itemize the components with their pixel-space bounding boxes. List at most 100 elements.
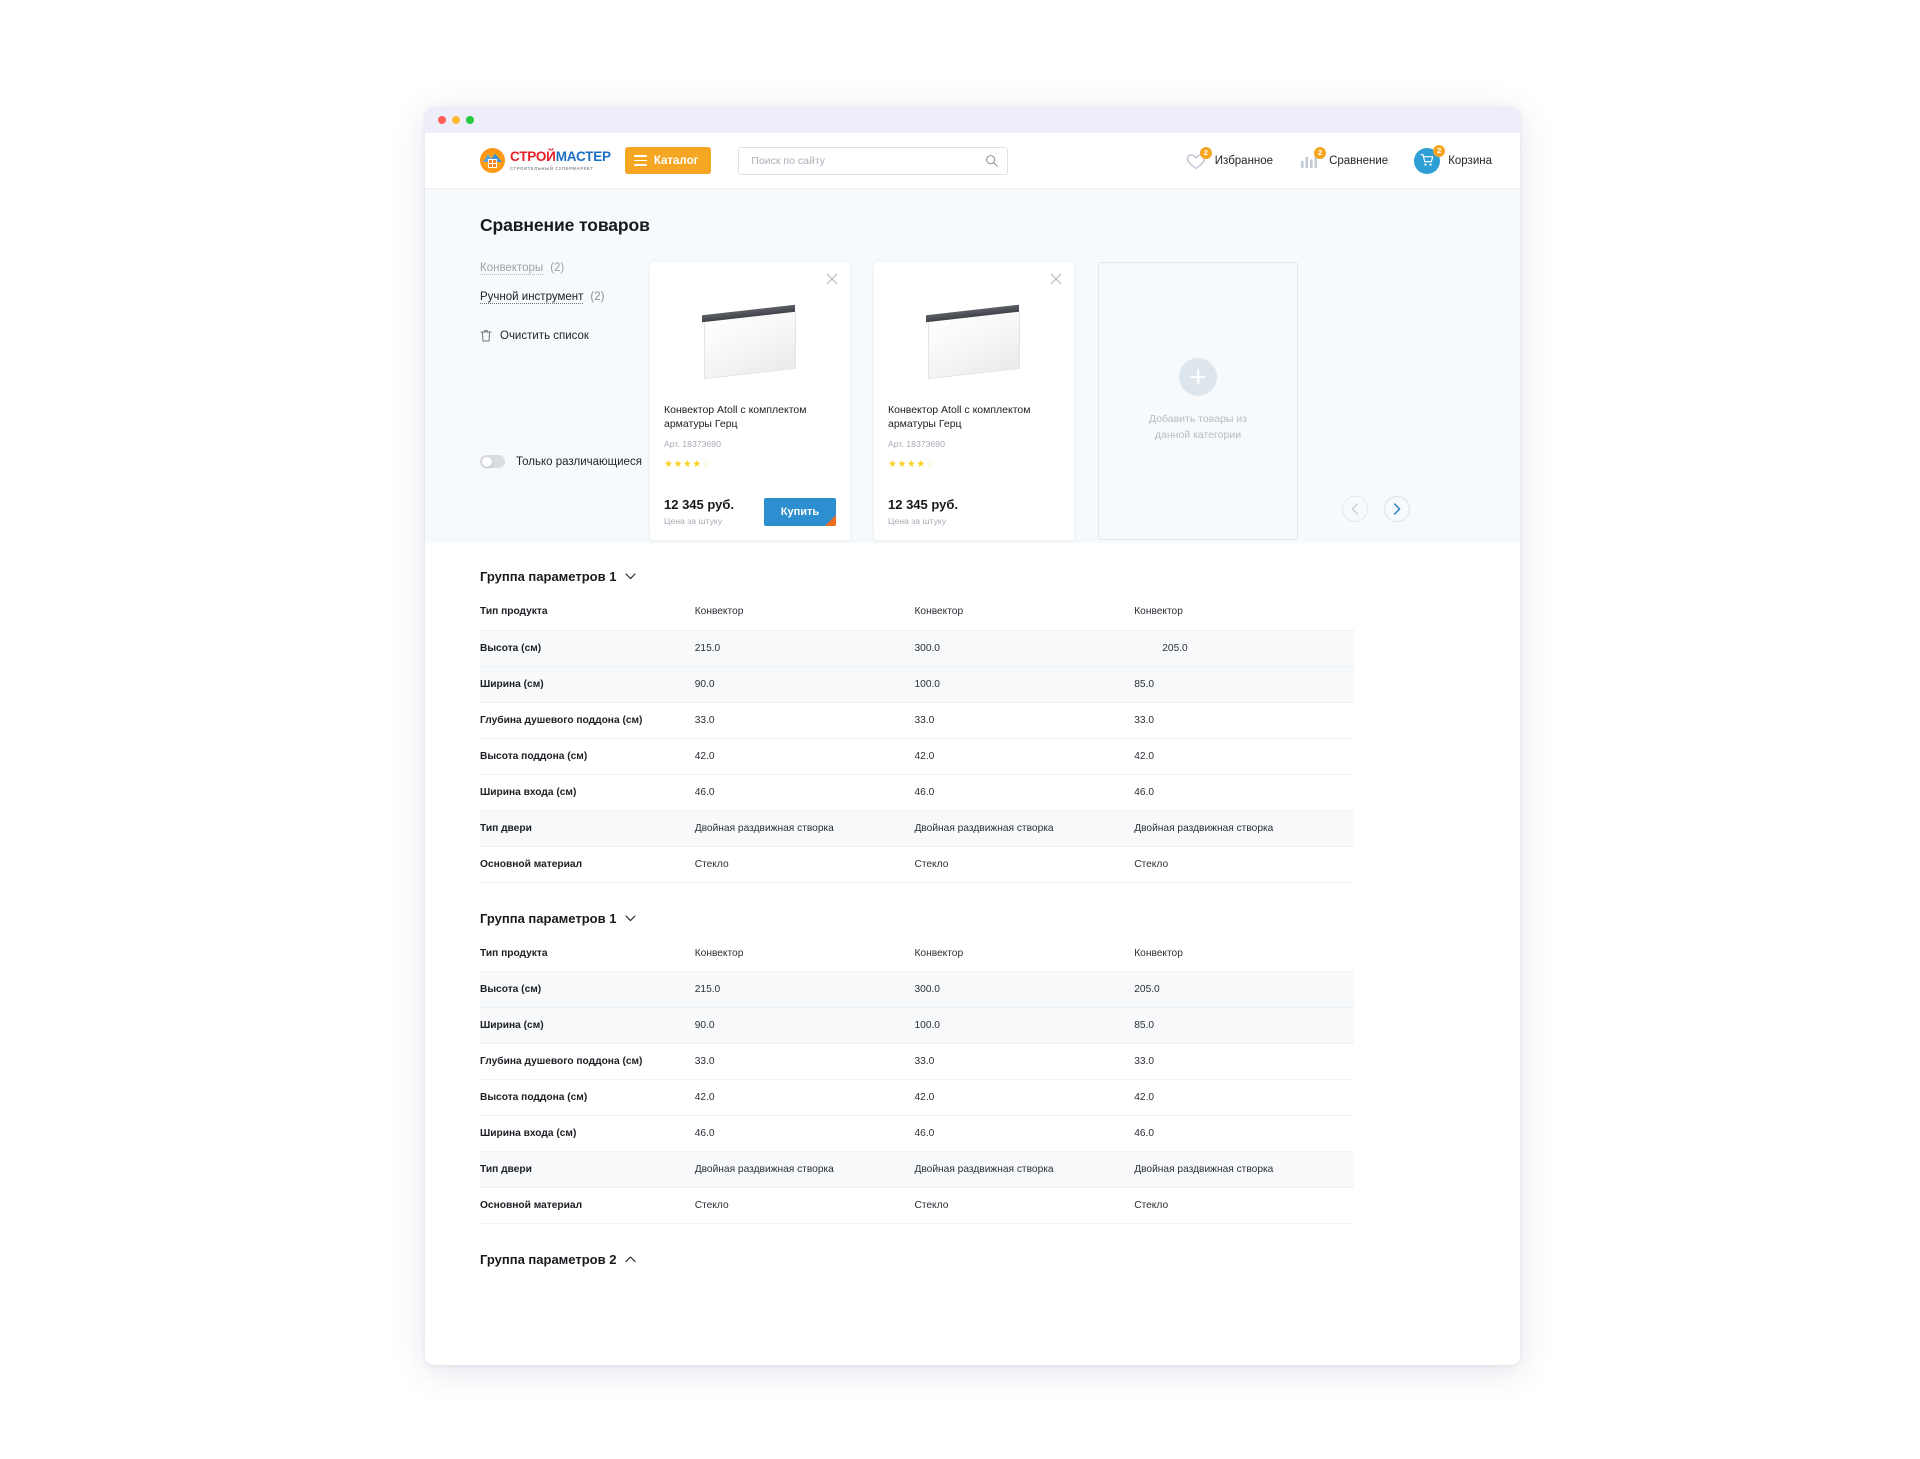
table-row: Основной материал Стекло Стекло Стекло <box>480 1187 1354 1224</box>
diff-only-toggle[interactable]: Только различающиеся <box>480 455 642 468</box>
spec-value: 85.0 <box>1134 1007 1354 1044</box>
cart-label: Корзина <box>1448 154 1492 167</box>
add-products-line1: Добавить товары из <box>1148 413 1248 426</box>
spec-group-title-2: Группа параметров 1 <box>480 910 617 926</box>
spec-key: Высота (см) <box>480 630 695 667</box>
specs-footer-space <box>425 1277 1520 1332</box>
trash-icon <box>480 330 492 342</box>
catalog-button-label: Каталог <box>653 154 699 167</box>
window-maximize-dot[interactable] <box>466 116 474 124</box>
window-minimize-dot[interactable] <box>452 116 460 124</box>
spec-group-header-1[interactable]: Группа параметров 1 <box>480 569 1520 584</box>
chevron-right-icon <box>1393 503 1401 515</box>
table-row: Тип двери Двойная раздвижная створка Дво… <box>480 1151 1354 1188</box>
site-logo[interactable]: СТРОЙМАСТЕР СТРОИТЕЛЬНЫЙ СУПЕРМАРКЕТ <box>480 148 611 173</box>
spec-key: Ширина входа (см) <box>480 1115 695 1152</box>
spec-value: Стекло <box>1134 846 1354 883</box>
header-actions: 2 Избранное 2 Сравнение <box>1185 144 1492 174</box>
spec-value: 33.0 <box>914 702 1135 739</box>
spec-value: 300.0 <box>914 630 1135 667</box>
diff-only-switch[interactable] <box>480 455 505 468</box>
clear-list-label: Очистить список <box>500 329 589 342</box>
compare-top-body: Конвекторы (2) Ручной инструмент (2) Очи… <box>425 236 1520 540</box>
product-card: Конвектор Atoll с комплектом арматуры Ге… <box>650 262 850 540</box>
spec-table-1: Тип продукта Конвектор Конвектор Конвект… <box>480 594 1354 883</box>
favorites-action[interactable]: 2 Избранное <box>1185 146 1274 172</box>
category-tab-handtools[interactable]: Ручной инструмент (2) <box>480 291 604 306</box>
product-article: Арт. 18373690 <box>664 438 721 449</box>
category-tab-convectors[interactable]: Конвекторы (2) <box>480 262 564 277</box>
compare-bars-icon: 2 <box>1299 146 1327 172</box>
product-name[interactable]: Конвектор Atoll с комплектом арматуры Ге… <box>888 404 1031 431</box>
spec-value: Двойная раздвижная створка <box>1134 810 1354 847</box>
catalog-button[interactable]: Каталог <box>624 147 712 174</box>
buy-button[interactable]: Купить <box>764 498 836 526</box>
spec-value: 42.0 <box>694 1079 915 1116</box>
spec-value: 46.0 <box>914 1115 1135 1152</box>
table-row: Высота (см) 215.0 300.0 205.0 <box>480 971 1354 1008</box>
product-image <box>664 288 836 391</box>
table-row: Тип двери Двойная раздвижная створка Дво… <box>480 810 1354 847</box>
product-article: Арт. 18373690 <box>888 438 945 449</box>
spec-value: 90.0 <box>694 666 915 703</box>
spec-group-header-2[interactable]: Группа параметров 1 <box>480 911 1520 926</box>
search-box[interactable] <box>738 146 1009 175</box>
spec-value: 42.0 <box>1134 1079 1354 1116</box>
browser-window: СТРОЙМАСТЕР СТРОИТЕЛЬНЫЙ СУПЕРМАРКЕТ Кат… <box>425 107 1520 1365</box>
spec-group-header-3[interactable]: Группа параметров 2 <box>480 1252 1520 1267</box>
carousel-prev-button[interactable] <box>1342 496 1368 522</box>
logo-word-a: СТРОЙ <box>510 149 556 165</box>
product-price-note: Цена за штуку <box>888 516 947 526</box>
spec-key: Высота поддона (см) <box>480 1079 695 1116</box>
add-products-placeholder[interactable]: Добавить товары из данной категории <box>1098 262 1298 540</box>
spec-value: 215.0 <box>694 630 915 667</box>
category-tab-convectors-count: (2) <box>550 262 565 274</box>
spec-value: Двойная раздвижная створка <box>694 810 915 847</box>
diff-only-label: Только различающиеся <box>516 455 642 468</box>
spec-value: 42.0 <box>914 738 1135 775</box>
spec-value: 46.0 <box>1134 774 1354 811</box>
spec-key: Глубина душевого поддона (см) <box>480 702 695 739</box>
compare-action[interactable]: 2 Сравнение <box>1299 146 1388 172</box>
spec-key: Тип двери <box>480 1151 695 1188</box>
chevron-down-icon <box>625 573 637 580</box>
window-close-dot[interactable] <box>438 116 446 124</box>
product-price-block: 12 345 руб. Цена за штуку <box>664 497 734 526</box>
spec-value: Двойная раздвижная створка <box>694 1151 915 1188</box>
close-icon[interactable] <box>1050 273 1062 285</box>
logo-mark-icon <box>480 148 505 173</box>
cart-action[interactable]: 2 Корзина <box>1414 144 1492 174</box>
spec-value: 205.0 <box>1134 630 1354 667</box>
spec-key: Глубина душевого поддона (см) <box>480 1043 695 1080</box>
search-input[interactable] <box>751 154 986 167</box>
spec-value: 100.0 <box>914 1007 1135 1044</box>
spec-value: 33.0 <box>694 702 915 739</box>
spec-key: Тип продукта <box>480 594 695 631</box>
window-titlebar <box>425 107 1520 133</box>
search-icon[interactable] <box>985 154 999 167</box>
clear-list-button[interactable]: Очистить список <box>480 329 650 342</box>
table-row: Глубина душевого поддона (см) 33.0 33.0 … <box>480 1043 1354 1080</box>
close-icon[interactable] <box>826 273 838 285</box>
spec-value: 33.0 <box>1134 702 1354 739</box>
spec-value: 42.0 <box>1134 738 1354 775</box>
category-tab-handtools-count: (2) <box>590 291 605 303</box>
cart-icon: 2 <box>1414 144 1446 174</box>
table-row: Глубина душевого поддона (см) 33.0 33.0 … <box>480 702 1354 739</box>
carousel-next-button[interactable] <box>1384 496 1410 522</box>
spec-value: Стекло <box>694 1187 915 1224</box>
spec-value: 85.0 <box>1134 666 1354 703</box>
spec-key: Тип продукта <box>480 935 695 972</box>
spec-value: Стекло <box>694 846 915 883</box>
spec-value: 46.0 <box>694 774 915 811</box>
table-row: Ширина входа (см) 46.0 46.0 46.0 <box>480 774 1354 811</box>
product-card: Конвектор Atoll с комплектом арматуры Ге… <box>874 262 1074 540</box>
product-name[interactable]: Конвектор Atoll с комплектом арматуры Ге… <box>664 404 807 431</box>
table-row: Тип продукта Конвектор Конвектор Конвект… <box>480 935 1354 972</box>
spec-value: 42.0 <box>694 738 915 775</box>
chevron-up-icon <box>625 1256 637 1263</box>
spec-key: Высота (см) <box>480 971 695 1008</box>
favorites-label: Избранное <box>1214 154 1274 167</box>
add-products-text: Добавить товары из данной категории <box>1149 412 1247 444</box>
